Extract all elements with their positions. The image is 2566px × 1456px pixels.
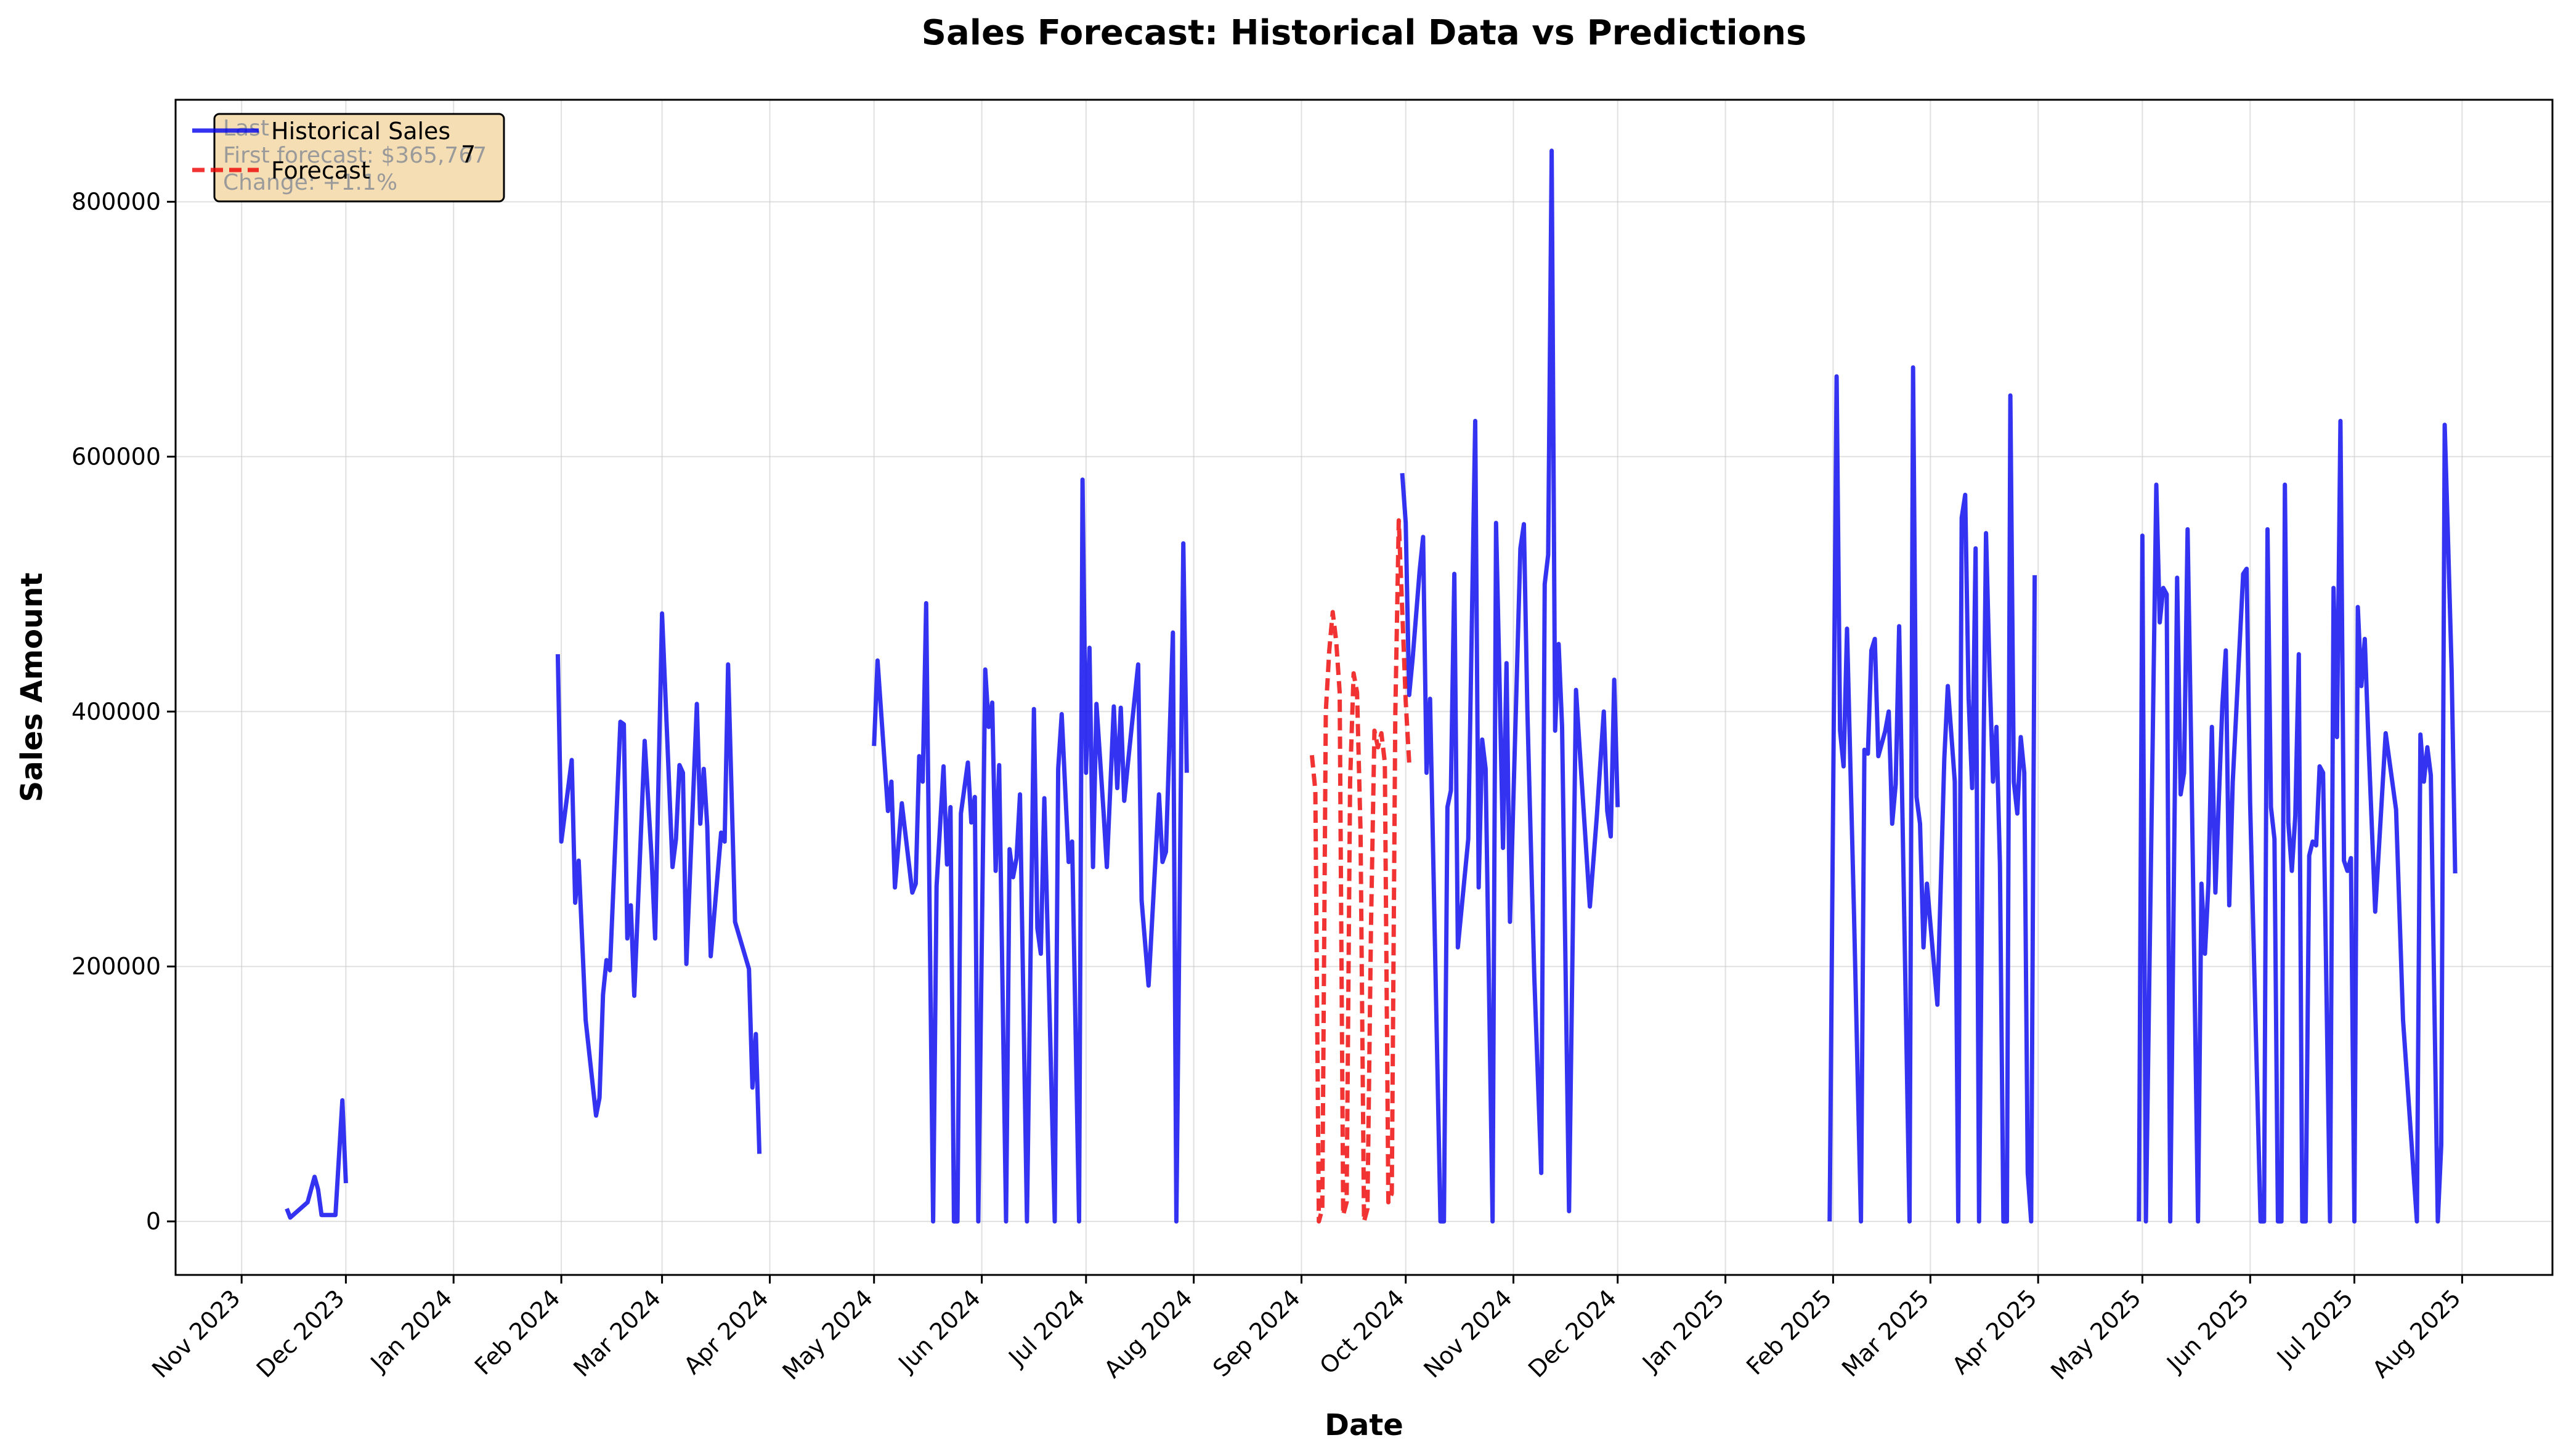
x-tick-label: May 2024 — [777, 1284, 878, 1385]
x-tick-label: Jan 2024 — [365, 1284, 458, 1377]
historical-sales-line — [285, 148, 2458, 1224]
x-tick-label: May 2025 — [2045, 1284, 2146, 1385]
series-lines — [285, 148, 2458, 1224]
x-tick-label: Jul 2024 — [1002, 1284, 1090, 1372]
x-tick-label: Dec 2023 — [251, 1284, 350, 1383]
x-tick-label: Jun 2024 — [893, 1284, 986, 1377]
x-tick-label: Sep 2024 — [1208, 1284, 1305, 1382]
y-tick-label: 600000 — [71, 443, 161, 470]
x-tick-label: Mar 2024 — [568, 1284, 666, 1382]
grid — [176, 100, 2552, 1275]
x-tick-label: Dec 2024 — [1523, 1284, 1622, 1383]
legend-forecast-label: Forecast — [271, 157, 370, 184]
x-tick-label: Aug 2025 — [2367, 1284, 2466, 1383]
info-box-value-suffix: 7 — [461, 141, 476, 168]
info-box-line-2: First forecast: $365,767 — [223, 143, 487, 168]
x-tick-label: Mar 2025 — [1837, 1284, 1935, 1382]
info-box-line-3: Change: +1.1% — [223, 170, 397, 195]
y-axis-label: Sales Amount — [15, 573, 49, 803]
x-tick-label: Nov 2023 — [147, 1284, 245, 1383]
x-axis: Nov 2023 Dec 2023 Jan 2024 Feb 2024 Mar 2024… — [147, 1275, 2466, 1385]
info-box-background — [213, 113, 505, 203]
y-tick-label: 0 — [146, 1208, 161, 1235]
x-axis-label: Date — [1325, 1408, 1403, 1442]
y-tick-label: 400000 — [71, 698, 161, 725]
forecast-line — [1309, 518, 1411, 1224]
plot-area-frame — [174, 99, 2554, 1276]
x-tick-label: Jul 2025 — [2271, 1284, 2358, 1372]
x-tick-label: Oct 2024 — [1315, 1284, 1410, 1380]
info-box: Last First forecast: $365,767 Change: +1… — [213, 113, 505, 203]
y-tick-label: 800000 — [71, 188, 161, 216]
x-tick-label: Feb 2025 — [1741, 1284, 1837, 1380]
x-tick-label: Aug 2024 — [1098, 1284, 1198, 1383]
y-axis: 0 200000 400000 600000 800000 — [71, 188, 176, 1235]
x-tick-label: Apr 2024 — [678, 1284, 774, 1380]
x-tick-label: Apr 2025 — [1947, 1284, 2042, 1380]
legend-historical-label: Historical Sales — [271, 118, 450, 145]
x-tick-label: Feb 2024 — [469, 1284, 566, 1380]
x-tick-label: Jun 2025 — [2161, 1284, 2254, 1377]
x-tick-label: Nov 2024 — [1418, 1284, 1517, 1383]
y-tick-label: 200000 — [71, 953, 161, 980]
x-tick-label: Jan 2025 — [1636, 1284, 1729, 1377]
legend: Historical Sales Forecast — [192, 118, 450, 184]
chart-title: Sales Forecast: Historical Data vs Predi… — [922, 13, 1807, 53]
